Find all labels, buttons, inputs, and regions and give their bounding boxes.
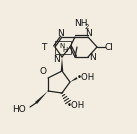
Text: NH: NH xyxy=(74,20,88,29)
Polygon shape xyxy=(61,57,63,71)
Text: H: H xyxy=(62,47,68,53)
Text: Cl: Cl xyxy=(105,42,113,51)
Text: 2: 2 xyxy=(85,24,89,30)
Text: HO: HO xyxy=(12,105,26,114)
Bar xyxy=(55,41,71,54)
Text: •OH: •OH xyxy=(67,100,85,109)
Text: N: N xyxy=(54,55,60,64)
Polygon shape xyxy=(35,91,48,104)
Text: O: O xyxy=(39,66,46,75)
Text: N: N xyxy=(59,43,65,49)
Text: T: T xyxy=(41,42,47,51)
Text: N: N xyxy=(89,53,95,62)
Polygon shape xyxy=(70,77,78,82)
Text: N: N xyxy=(58,29,64,38)
Text: N: N xyxy=(86,29,92,38)
Text: •OH: •OH xyxy=(77,74,95,83)
